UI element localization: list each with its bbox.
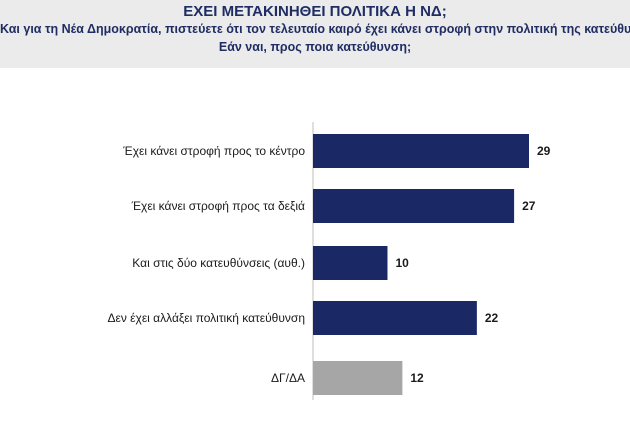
category-label-1: Έχει κάνει στροφή προς το κέντρο (122, 144, 305, 158)
value-label-4: 22 (485, 311, 499, 325)
value-label-5: 12 (410, 371, 424, 385)
question-text-line-2: Εάν ναι, προς ποια κατεύθυνση; (218, 40, 412, 54)
category-label-4: Δεν έχει αλλάξει πολιτική κατεύθυνση (107, 311, 305, 325)
bar-4 (313, 301, 477, 335)
bar-1 (313, 134, 529, 168)
category-label-3: Και στις δύο κατευθύνσεις (αυθ.) (132, 256, 305, 270)
bar-2 (313, 189, 515, 223)
value-label-2: 27 (522, 199, 536, 213)
bar-5 (313, 361, 403, 395)
category-label-5: ΔΓ/ΔΑ (271, 371, 305, 385)
bar-3 (313, 246, 388, 280)
category-label-2: Έχει κάνει στροφή προς τα δεξιά (131, 199, 305, 213)
chart-title: ΕΧΕΙ ΜΕΤΑΚΙΝΗΘΕΙ ΠΟΛΙΤΙΚΑ Η ΝΔ; (183, 3, 447, 20)
question-text-line-1: Και για τη Νέα Δημοκρατία, πιστεύετε ότι… (0, 22, 630, 36)
value-label-1: 29 (537, 144, 551, 158)
chart-header: ΕΧΕΙ ΜΕΤΑΚΙΝΗΘΕΙ ΠΟΛΙΤΙΚΑ Η ΝΔ; Και για … (0, 0, 630, 68)
value-label-3: 10 (395, 256, 409, 270)
